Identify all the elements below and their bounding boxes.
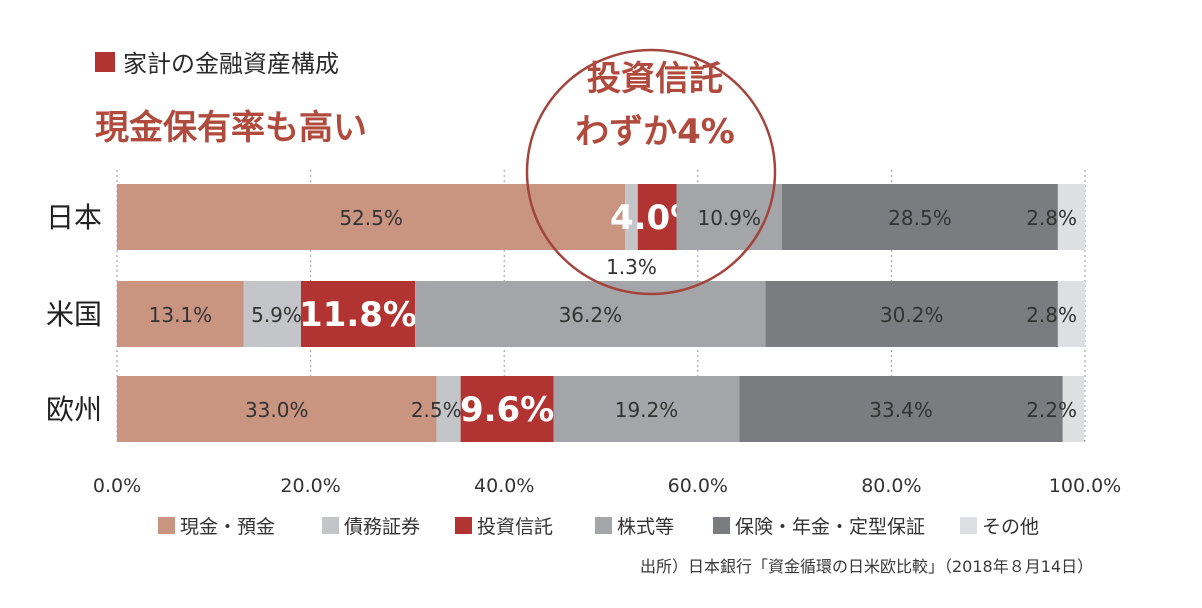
data-label: 33.4% — [869, 398, 933, 422]
category-label: 米国 — [46, 298, 102, 331]
bar-segment — [1062, 376, 1085, 442]
bar-segment — [117, 281, 244, 347]
chart-heading-text: 家計の金融資産構成 — [123, 50, 339, 78]
x-tick-label: 100.0% — [1049, 475, 1121, 497]
legend-swatch — [455, 517, 472, 534]
bar-segment — [436, 376, 461, 442]
data-label: 2.8% — [1026, 206, 1077, 230]
legend-swatch — [960, 517, 977, 534]
data-label: 19.2% — [615, 398, 679, 422]
data-label: 9.6% — [460, 390, 554, 430]
legend-label: 投資信託 — [477, 516, 553, 538]
legend-swatch — [595, 517, 612, 534]
data-label: 2.5% — [411, 398, 462, 422]
legend-swatch — [713, 517, 730, 534]
data-label: 10.9% — [697, 206, 761, 230]
legend-label: 債務証券 — [344, 516, 420, 538]
callout-line1: 投資信託 — [587, 59, 723, 99]
data-label: 36.2% — [559, 303, 623, 327]
data-label: 28.5% — [888, 206, 952, 230]
data-label: 33.0% — [245, 398, 309, 422]
bar-segment — [117, 184, 626, 250]
data-label: 2.8% — [1026, 303, 1077, 327]
bar-segment — [765, 281, 1058, 347]
data-label: 11.8% — [299, 295, 417, 335]
bar-segment — [1057, 184, 1085, 250]
bar-segment — [117, 376, 437, 442]
callout-line2: わずか4% — [575, 112, 735, 152]
bar-segment — [676, 184, 783, 250]
data-label: 5.9% — [251, 303, 302, 327]
bar-segment — [739, 376, 1063, 442]
data-label: 30.2% — [880, 303, 944, 327]
legend-label: 現金・預金 — [180, 516, 275, 538]
x-tick-label: 0.0% — [93, 475, 141, 497]
bar-segment — [625, 184, 638, 250]
bar-segment — [1057, 281, 1085, 347]
bar-segment — [415, 281, 766, 347]
heading-marker — [95, 51, 115, 72]
x-tick-label: 60.0% — [668, 475, 728, 497]
x-tick-label: 40.0% — [474, 475, 534, 497]
legend-label: 株式等 — [617, 516, 674, 538]
bar-segment — [782, 184, 1058, 250]
chart-subtitle: 現金保有率も高い — [95, 108, 367, 148]
data-label: 2.2% — [1026, 398, 1077, 422]
data-label: 13.1% — [149, 303, 213, 327]
bar-segment — [300, 281, 416, 347]
x-tick-label: 80.0% — [861, 475, 921, 497]
bar-segment — [460, 376, 554, 442]
category-label: 日本 — [46, 201, 102, 234]
legend-swatch — [322, 517, 339, 534]
source-note: 出所）日本銀行「資金循環の日米欧比較」（2018年８月14日） — [640, 557, 1094, 576]
bar-segment — [243, 281, 301, 347]
legend-label: その他 — [982, 516, 1039, 538]
data-label: 52.5% — [339, 206, 403, 230]
chart-heading: 家計の金融資産構成 — [95, 44, 339, 79]
bar-segment — [637, 184, 677, 250]
x-tick-label: 20.0% — [280, 475, 340, 497]
bar-segment — [553, 376, 740, 442]
legend-swatch — [158, 517, 175, 534]
category-label: 欧州 — [46, 393, 102, 426]
data-label: 1.3% — [606, 255, 657, 279]
callout-circle — [525, 48, 777, 296]
legend-label: 保険・年金・定型保証 — [735, 516, 925, 538]
